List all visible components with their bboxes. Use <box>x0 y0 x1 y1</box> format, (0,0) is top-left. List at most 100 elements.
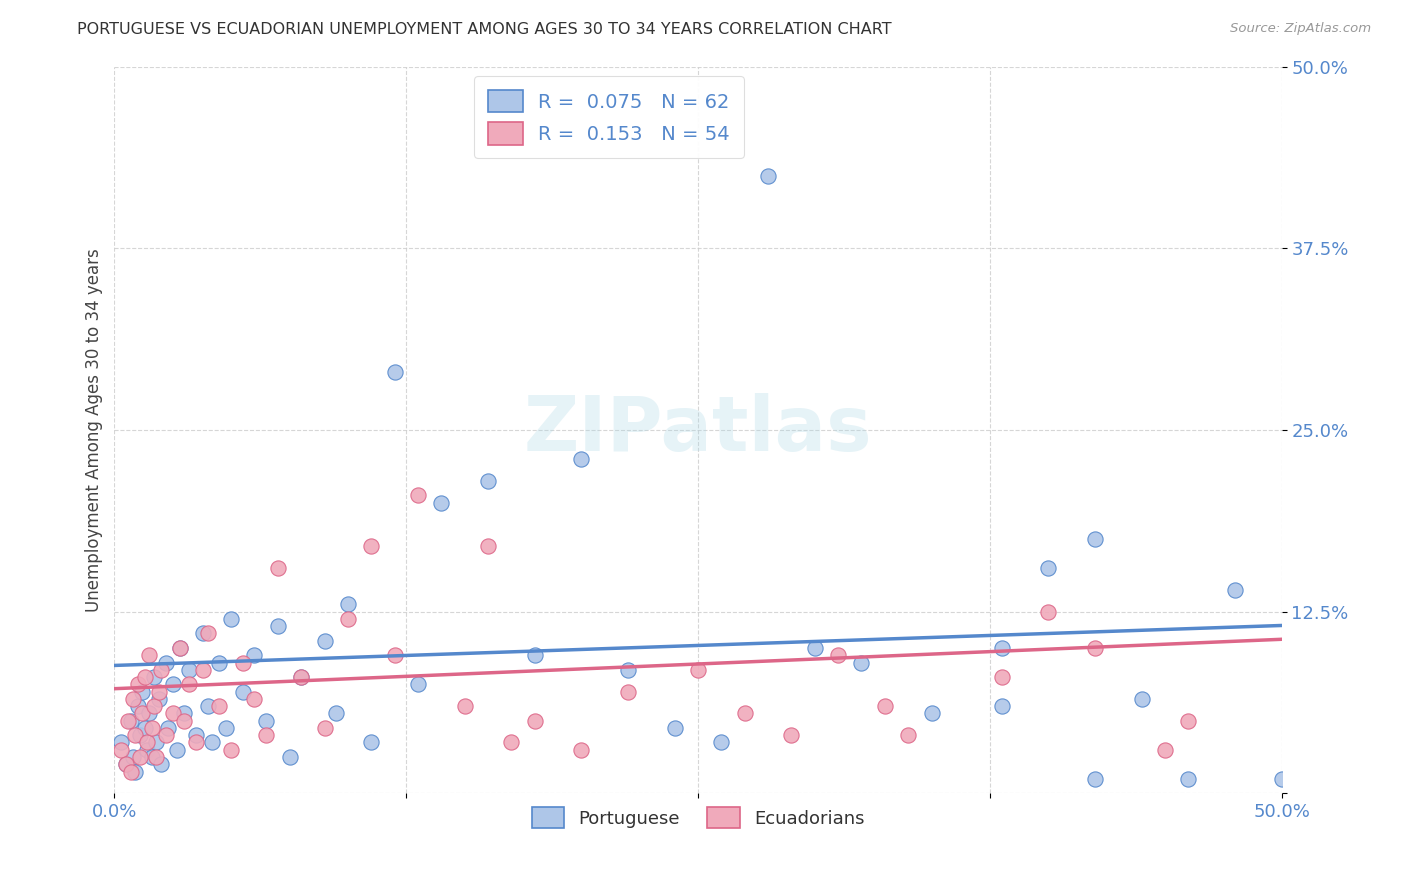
Point <box>780 728 803 742</box>
Point <box>360 539 382 553</box>
Point <box>136 743 159 757</box>
Point <box>523 648 546 663</box>
Point <box>115 757 138 772</box>
Point <box>184 735 207 749</box>
Point <box>1038 561 1060 575</box>
Point <box>1084 772 1107 786</box>
Point <box>232 656 254 670</box>
Point <box>267 619 290 633</box>
Point <box>617 684 640 698</box>
Point <box>278 750 301 764</box>
Point <box>734 706 756 721</box>
Point <box>1084 532 1107 546</box>
Point <box>406 488 429 502</box>
Point <box>617 663 640 677</box>
Point <box>138 648 160 663</box>
Point <box>166 743 188 757</box>
Point <box>134 721 156 735</box>
Point <box>243 691 266 706</box>
Point <box>243 648 266 663</box>
Point <box>406 677 429 691</box>
Point <box>756 169 779 183</box>
Point <box>124 764 146 779</box>
Point <box>145 735 167 749</box>
Point <box>1177 772 1199 786</box>
Point <box>150 663 173 677</box>
Point <box>897 728 920 742</box>
Point <box>148 684 170 698</box>
Point <box>141 750 163 764</box>
Point <box>990 670 1012 684</box>
Point <box>138 706 160 721</box>
Point <box>191 663 214 677</box>
Point <box>430 496 453 510</box>
Point <box>141 721 163 735</box>
Point <box>131 684 153 698</box>
Point <box>208 699 231 714</box>
Point <box>1223 582 1246 597</box>
Point <box>921 706 943 721</box>
Point <box>122 750 145 764</box>
Point <box>254 714 277 728</box>
Point <box>110 743 132 757</box>
Point <box>990 699 1012 714</box>
Point <box>150 757 173 772</box>
Point <box>155 656 177 670</box>
Point <box>1154 743 1177 757</box>
Point <box>384 365 406 379</box>
Point <box>686 663 709 677</box>
Point <box>267 561 290 575</box>
Point <box>129 728 152 742</box>
Point <box>254 728 277 742</box>
Point <box>127 699 149 714</box>
Point <box>851 656 873 670</box>
Point <box>143 670 166 684</box>
Point <box>110 735 132 749</box>
Point <box>148 691 170 706</box>
Point <box>122 691 145 706</box>
Point <box>827 648 849 663</box>
Point <box>201 735 224 749</box>
Text: Source: ZipAtlas.com: Source: ZipAtlas.com <box>1230 22 1371 36</box>
Point <box>197 699 219 714</box>
Point <box>162 706 184 721</box>
Point <box>157 721 180 735</box>
Point <box>197 626 219 640</box>
Point <box>990 640 1012 655</box>
Legend: Portuguese, Ecuadorians: Portuguese, Ecuadorians <box>524 800 872 835</box>
Point <box>1038 605 1060 619</box>
Point <box>1271 772 1294 786</box>
Point <box>384 648 406 663</box>
Point <box>215 721 238 735</box>
Point <box>179 677 201 691</box>
Point <box>804 640 827 655</box>
Point <box>127 677 149 691</box>
Point <box>219 612 242 626</box>
Point <box>477 474 499 488</box>
Point <box>664 721 686 735</box>
Point <box>120 764 142 779</box>
Point <box>134 670 156 684</box>
Point <box>162 677 184 691</box>
Point <box>1130 691 1153 706</box>
Point <box>314 633 336 648</box>
Point <box>179 663 201 677</box>
Point <box>145 750 167 764</box>
Point <box>710 735 733 749</box>
Point <box>523 714 546 728</box>
Point <box>290 670 312 684</box>
Point <box>453 699 475 714</box>
Point <box>1084 640 1107 655</box>
Point <box>129 750 152 764</box>
Point <box>336 612 359 626</box>
Point <box>569 452 592 467</box>
Point <box>336 598 359 612</box>
Point <box>1177 714 1199 728</box>
Point <box>169 640 191 655</box>
Y-axis label: Unemployment Among Ages 30 to 34 years: Unemployment Among Ages 30 to 34 years <box>86 248 103 612</box>
Point <box>143 699 166 714</box>
Point <box>191 626 214 640</box>
Point <box>314 721 336 735</box>
Text: ZIPatlas: ZIPatlas <box>524 393 872 467</box>
Point <box>117 714 139 728</box>
